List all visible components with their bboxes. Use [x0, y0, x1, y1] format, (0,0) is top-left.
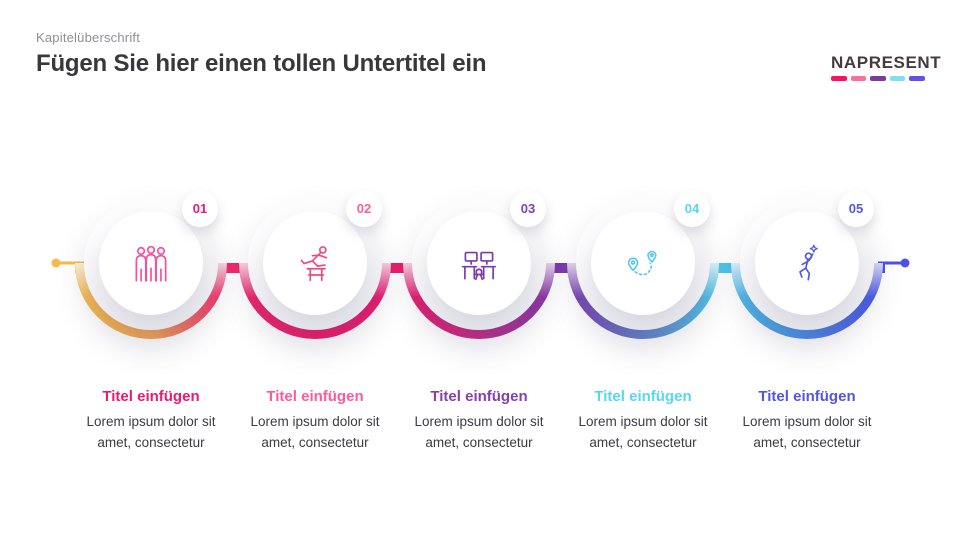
step-2-circle	[263, 211, 367, 315]
step-title: Titel einfügen	[266, 388, 364, 405]
step-3-number-badge: 03	[510, 191, 546, 227]
workstations-icon	[461, 251, 497, 281]
start-connector-line	[56, 261, 86, 265]
brand-logo-dashes	[831, 76, 925, 81]
step-4-circle	[591, 211, 695, 315]
step-body: Lorem ipsum dolor sit amet, consectetur	[578, 414, 708, 451]
step-title: Titel einfügen	[102, 388, 200, 405]
kicker-label: Kapitelüberschrift	[36, 30, 141, 45]
route-pins-icon	[627, 250, 657, 276]
page-title: Fügen Sie hier einen tollen Untertitel e…	[36, 50, 487, 77]
hurdle-runner-icon	[300, 246, 328, 282]
step-2-number-badge: 02	[346, 191, 382, 227]
step-1-text: Titel einfügen Lorem ipsum dolor sit ame…	[76, 388, 226, 454]
step-5-circle	[755, 211, 859, 315]
step-title: Titel einfügen	[594, 388, 692, 405]
step-body: Lorem ipsum dolor sit amet, consectetur	[414, 414, 544, 451]
step-2-text: Titel einfügen Lorem ipsum dolor sit ame…	[240, 388, 390, 454]
step-4-text: Titel einfügen Lorem ipsum dolor sit ame…	[568, 388, 718, 454]
step-title: Titel einfügen	[758, 388, 856, 405]
step-4-number-badge: 04	[674, 191, 710, 227]
end-dot	[900, 258, 910, 268]
brand-logo: NAPRESENT	[831, 53, 942, 81]
logo-dash	[870, 76, 886, 81]
logo-dash	[850, 76, 867, 81]
winner-star-icon	[799, 244, 818, 281]
end-connector-line	[878, 261, 906, 265]
step-title: Titel einfügen	[430, 388, 528, 405]
step-body: Lorem ipsum dolor sit amet, consectetur	[250, 414, 380, 451]
step-3-text: Titel einfügen Lorem ipsum dolor sit ame…	[404, 388, 554, 454]
logo-dash	[831, 76, 847, 81]
logo-dash	[909, 76, 925, 81]
step-body: Lorem ipsum dolor sit amet, consectetur	[742, 414, 872, 451]
step-5-text: Titel einfügen Lorem ipsum dolor sit ame…	[732, 388, 882, 454]
brand-logo-text: NAPRESENT	[831, 53, 942, 72]
logo-dash	[889, 76, 906, 81]
step-body: Lorem ipsum dolor sit amet, consectetur	[86, 414, 216, 451]
step-5-number-badge: 05	[838, 191, 874, 227]
step-1-number-badge: 01	[182, 191, 218, 227]
team-icon	[135, 245, 167, 282]
step-3-circle	[427, 211, 531, 315]
start-dot	[51, 258, 61, 268]
step-1-circle	[99, 211, 203, 315]
